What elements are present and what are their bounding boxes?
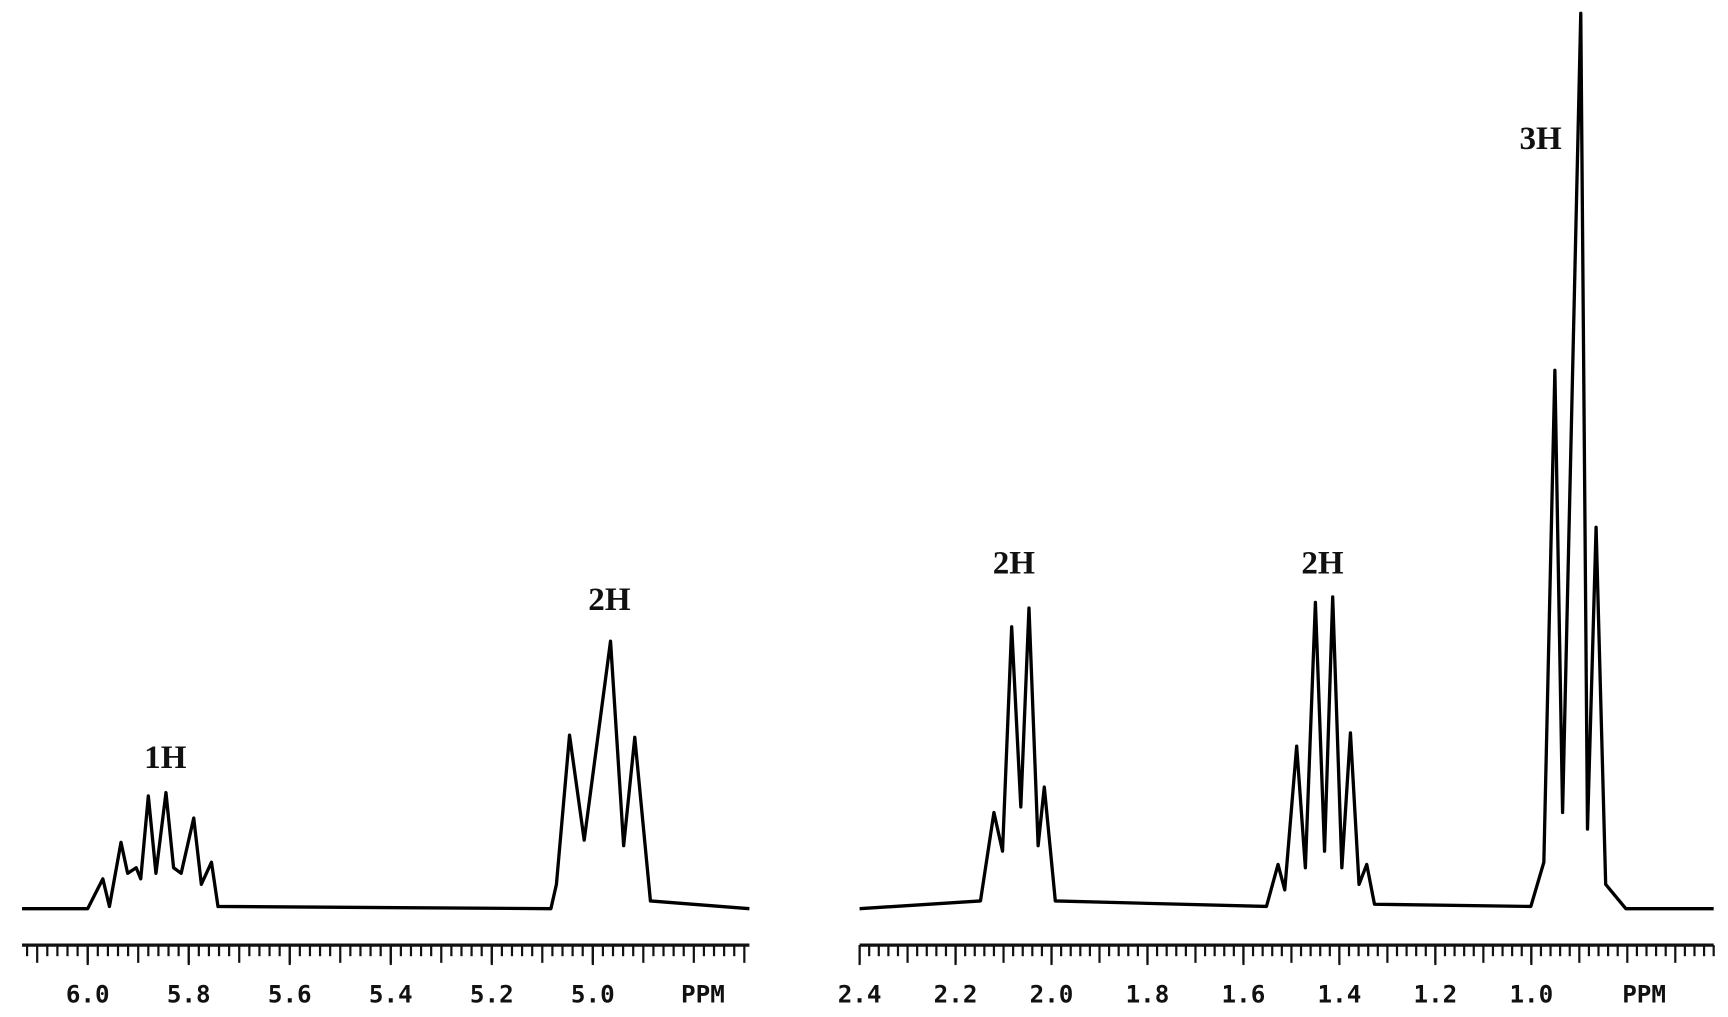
- x-tick-label: 5.4: [369, 980, 413, 1009]
- integration-label: 2H: [1301, 545, 1343, 582]
- x-axis-label: PPM: [681, 980, 725, 1009]
- x-axis-label: PPM: [1622, 980, 1666, 1009]
- x-tick-label: 5.0: [571, 980, 615, 1009]
- integration-label: 2H: [588, 581, 630, 618]
- integration-label: 3H: [1520, 120, 1562, 157]
- x-tick-label: 1.4: [1318, 980, 1362, 1009]
- x-tick-label: 6.0: [66, 980, 110, 1009]
- spectrum-trace: [22, 639, 750, 911]
- integration-label: 2H: [993, 545, 1035, 582]
- x-tick-label: 5.8: [167, 980, 211, 1009]
- x-tick-label: 1.8: [1126, 980, 1170, 1009]
- x-tick-label: 2.0: [1030, 980, 1074, 1009]
- x-tick-label: 5.6: [268, 980, 312, 1009]
- x-tick-label: 1.2: [1413, 980, 1457, 1009]
- x-tick-label: 2.4: [838, 980, 882, 1009]
- spectrum-trace: [859, 11, 1714, 911]
- x-tick-label: 1.0: [1509, 980, 1553, 1009]
- x-tick-label: 1.6: [1222, 980, 1266, 1009]
- integration-label: 1H: [144, 739, 186, 776]
- x-tick-label: 2.2: [934, 980, 978, 1009]
- x-tick-label: 5.2: [470, 980, 514, 1009]
